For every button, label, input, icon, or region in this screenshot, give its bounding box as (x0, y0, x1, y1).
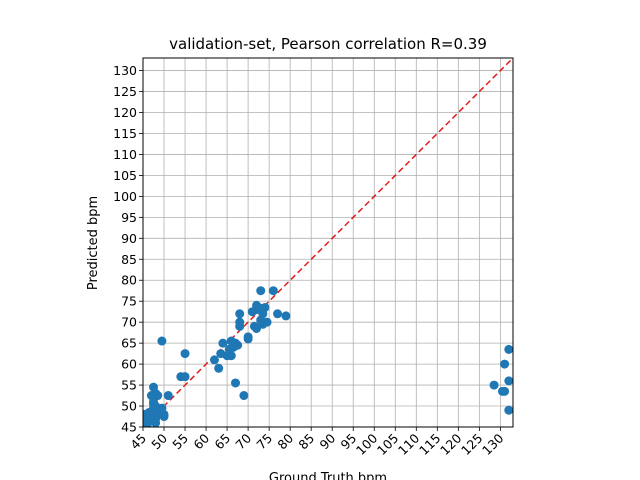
x-tick-label: 80 (274, 430, 296, 452)
identity-line (142, 57, 514, 428)
x-tick-label: 130 (479, 430, 507, 458)
x-axis-label: Ground Truth bpm (269, 471, 387, 480)
y-tick-label: 65 (121, 336, 137, 351)
data-point (281, 311, 291, 321)
y-tick-label: 60 (121, 357, 137, 372)
plot-area-frame (142, 57, 514, 428)
y-tick-label: 95 (121, 210, 137, 225)
data-point (233, 340, 243, 350)
data-point (149, 382, 159, 392)
data-point (500, 386, 510, 396)
x-tick-label: 55 (169, 431, 191, 453)
y-tick-label: 50 (121, 399, 137, 414)
y-tick-label: 125 (113, 84, 137, 99)
data-point (258, 319, 268, 329)
y-tick-label: 90 (121, 231, 137, 246)
data-point (500, 359, 510, 369)
y-axis-ticks: 45 50 55 60 65 70 75 80 85 90 95 100 105 110 115 120 125… (113, 63, 143, 435)
data-point (504, 344, 513, 354)
data-point (143, 420, 152, 427)
y-tick-label: 80 (121, 273, 137, 288)
data-point (151, 414, 161, 424)
data-point (489, 380, 499, 390)
data-point (163, 391, 173, 401)
x-tick-label: 90 (316, 430, 338, 452)
chart-title: validation-set, Pearson correlation R=0.… (169, 35, 487, 53)
data-point (235, 321, 245, 331)
x-tick-label: 75 (253, 431, 275, 453)
data-point (226, 351, 236, 361)
data-point (504, 405, 513, 415)
x-tick-label: 65 (211, 431, 233, 453)
y-tick-label: 110 (113, 147, 137, 162)
x-tick-label: 60 (190, 430, 212, 452)
x-tick-label: 85 (295, 431, 317, 453)
data-point (231, 378, 240, 388)
x-axis-ticks: 45 50 55 60 65 70 75 80 85 90 95100105110115120125… (127, 427, 507, 458)
data-point (180, 372, 190, 382)
data-point (260, 302, 270, 312)
data-point (149, 399, 159, 409)
data-point (235, 309, 245, 319)
data-points (143, 286, 513, 427)
y-axis-label: Predicted bpm (86, 196, 101, 290)
y-tick-label: 75 (121, 294, 137, 309)
y-tick-label: 85 (121, 252, 137, 267)
data-point (153, 391, 163, 401)
data-point (146, 391, 156, 401)
data-point (268, 286, 278, 296)
identity-line-layer (142, 57, 514, 428)
y-tick-label: 55 (121, 378, 137, 393)
y-tick-label: 130 (113, 63, 137, 78)
data-point (159, 412, 169, 422)
x-tick-label: 50 (148, 430, 170, 452)
x-tick-label: 70 (232, 430, 254, 452)
grid (142, 58, 513, 428)
y-tick-label: 100 (113, 189, 137, 204)
y-tick-label: 115 (113, 126, 137, 141)
y-tick-label: 45 (121, 420, 137, 435)
data-point (209, 355, 219, 365)
data-point (218, 338, 228, 348)
data-point (243, 332, 253, 342)
data-point (143, 409, 150, 419)
y-tick-label: 70 (121, 315, 137, 330)
data-point (157, 336, 167, 346)
y-tick-label: 120 (113, 105, 137, 120)
y-tick-label: 105 (113, 168, 137, 183)
data-point (256, 286, 266, 296)
data-point (214, 363, 224, 373)
data-point (504, 376, 513, 386)
data-point (239, 391, 249, 401)
data-point (180, 349, 190, 359)
data-point (273, 309, 283, 319)
